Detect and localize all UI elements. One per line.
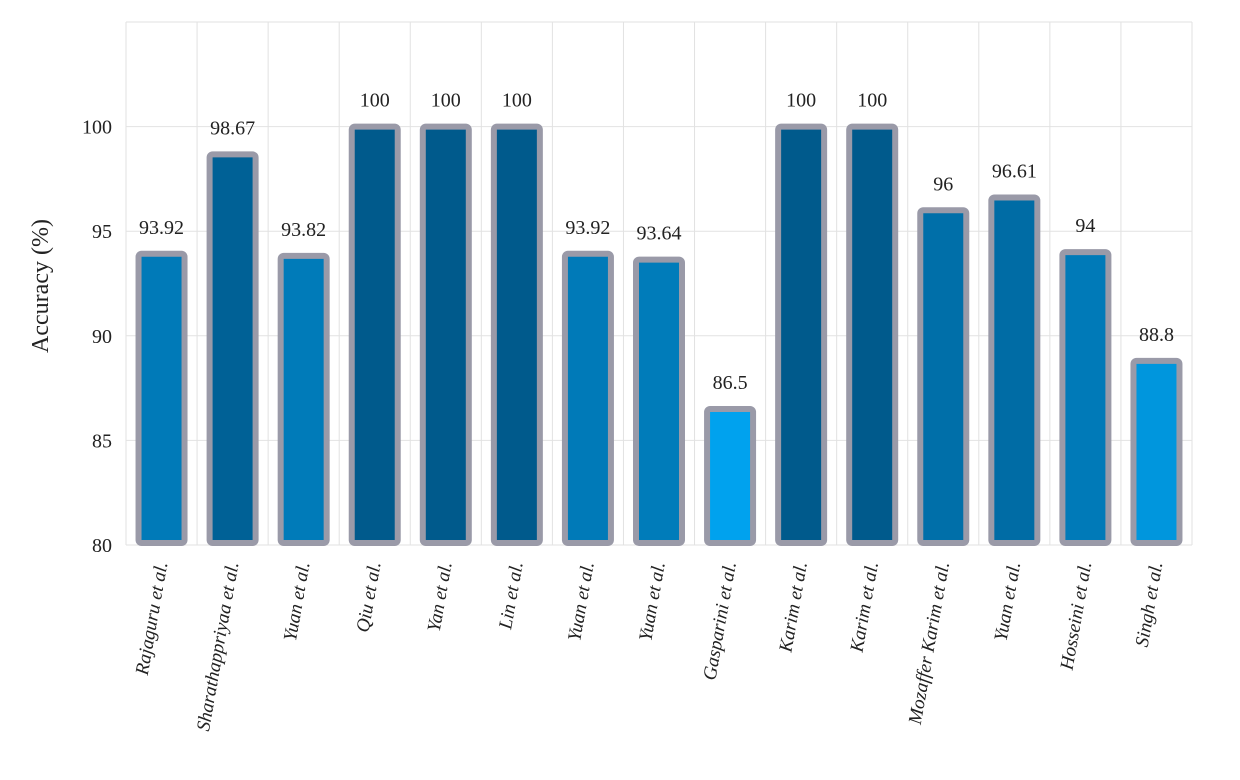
data-label: 100 xyxy=(786,90,816,112)
y-tick-label: 90 xyxy=(92,326,112,348)
category-label: Karim et al. xyxy=(775,560,812,655)
category-label: Lin et al. xyxy=(495,560,528,632)
bar xyxy=(1059,249,1112,546)
bar xyxy=(348,123,401,546)
category-label: Rajaguru et al. xyxy=(132,560,173,677)
data-label: 93.92 xyxy=(565,217,610,239)
data-label: 96.61 xyxy=(992,161,1037,183)
data-label: 94 xyxy=(1075,215,1095,237)
y-tick-labels: 80 85 90 95 100 xyxy=(82,117,112,557)
bar xyxy=(633,256,685,546)
y-tick-label: 80 xyxy=(92,535,112,557)
y-tick-label: 95 xyxy=(92,221,112,243)
category-label: Hosseini et al. xyxy=(1056,560,1096,672)
category-label: Karim et al. xyxy=(846,560,883,655)
category-label: Gasparini et al. xyxy=(700,560,741,682)
data-label: 88.8 xyxy=(1139,324,1174,346)
category-label: Yuan et al. xyxy=(991,560,1026,643)
bar xyxy=(490,123,543,546)
bar xyxy=(775,123,828,546)
bar xyxy=(561,250,614,546)
bar xyxy=(988,194,1041,546)
category-label: Yuan et al. xyxy=(564,560,599,643)
bar xyxy=(206,151,259,546)
data-label: 100 xyxy=(502,90,532,112)
y-tick-label: 100 xyxy=(82,117,112,139)
bar xyxy=(135,250,188,546)
data-label: 100 xyxy=(857,90,887,112)
bars xyxy=(135,123,1183,547)
bar xyxy=(277,252,330,547)
bar xyxy=(1130,357,1183,546)
x-category-labels: Rajaguru et al. Sharathappriyaa et al. Yua… xyxy=(132,560,1168,733)
data-label: 98.67 xyxy=(210,117,255,139)
bar xyxy=(419,123,472,546)
category-label: Qiu et al. xyxy=(353,560,386,634)
category-label: Sharathappriyaa et al. xyxy=(193,560,243,733)
category-label: Yuan et al. xyxy=(635,560,670,643)
y-tick-label: 85 xyxy=(92,430,112,452)
data-label: 100 xyxy=(360,90,390,112)
category-label: Yuan et al. xyxy=(280,560,315,643)
data-label: 86.5 xyxy=(713,372,748,394)
data-label: 96 xyxy=(933,173,953,195)
data-label: 100 xyxy=(431,90,461,112)
y-axis-label: Accuracy (%) xyxy=(28,219,54,353)
data-labels: 93.92 98.67 93.82 100 100 100 93.92 93.64 86.5 10… xyxy=(139,90,1174,394)
bar xyxy=(846,123,899,546)
data-label: 93.92 xyxy=(139,217,184,239)
bar xyxy=(704,406,757,546)
category-label: Yan et al. xyxy=(424,560,457,633)
data-label: 93.64 xyxy=(637,223,682,245)
data-label: 93.82 xyxy=(281,219,326,241)
bar xyxy=(917,207,970,546)
category-label: Mozaffer Karim et al. xyxy=(905,560,954,727)
category-label: Singh et al. xyxy=(1132,560,1168,648)
